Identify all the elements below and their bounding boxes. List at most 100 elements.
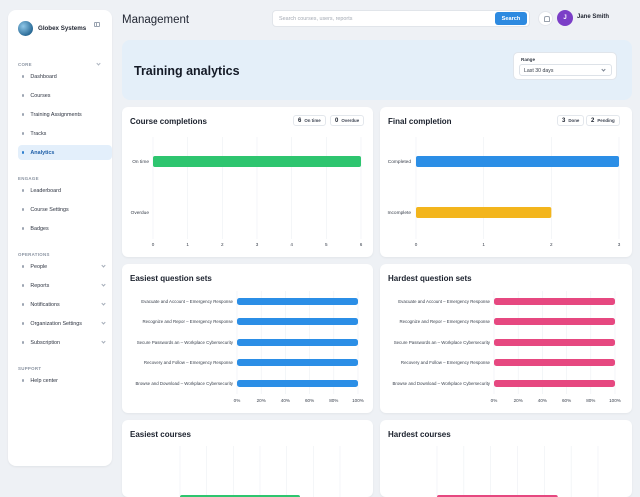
badge-label: Done [568,118,580,123]
badge-value: 3 [562,117,566,124]
sidebar-item-tracks[interactable]: Tracks [18,126,112,141]
x-tick-label: 0 [415,242,418,247]
badge-label: Overdue [341,118,360,123]
range-control: Range Last 30 days [513,52,617,80]
bullet-icon [22,265,25,268]
bullet-icon [22,303,25,306]
badge-done: 3 Done [557,115,585,126]
x-tick-label: 80% [586,398,595,403]
hero-title: Training analytics [134,64,240,78]
sidebar-item-label: Tracks [30,130,47,137]
sidebar-item-people[interactable]: People [18,259,112,274]
sidebar-item-label: Help center [30,377,58,384]
section-heading-support: SUPPORT [18,366,42,371]
sidebar-item-label: Subscription [30,339,61,346]
bar-incomplete [416,207,552,218]
y-category-label: Recovery and Follow – Emergency Response [144,360,234,365]
y-category-label: Recovery and Follow – Emergency Response [401,360,491,365]
x-tick-label: 1 [186,242,189,247]
sidebar-item-label: Analytics [30,149,55,156]
x-tick-label: 2 [550,242,553,247]
x-tick-label: 5 [325,242,328,247]
range-label: Range [521,57,536,62]
card-title: Hardest question sets [388,274,472,283]
bullet-icon [22,208,25,211]
bar-recovery-and-follow-emergency-response [494,359,615,366]
brand[interactable]: Globex Systems [18,21,106,36]
card-hardest-courses: Hardest courses [380,420,632,497]
badge-value: 0 [335,117,339,124]
sidebar-item-label: Badges [30,225,49,232]
bar-secure-passwords-an-workplace-cybersecurity [237,339,358,346]
card-title: Easiest courses [130,430,191,439]
bullet-icon [22,379,25,382]
bullet-icon [22,227,25,230]
card-final-completion: Final completion 3 Done 2 Pending 0 1 2 3 Co… [380,107,632,257]
bullet-icon [22,94,25,97]
section-heading-core: CORE [18,62,32,67]
chevron-down-icon[interactable] [96,61,101,66]
x-tick-label: 1 [482,242,485,247]
x-tick-label: 20% [257,398,266,403]
bar-secure-passwords-an-workplace-cybersecurity [494,339,615,346]
sidebar-item-training-assignments[interactable]: Training Assignments [18,107,112,122]
card-title: Easiest question sets [130,274,212,283]
hero-banner: Training analytics Range Last 30 days [122,40,632,100]
sidebar-item-leaderboard[interactable]: Leaderboard [18,183,112,198]
easiest-courses-chart [179,446,341,497]
search-button[interactable]: Search [495,12,527,25]
range-value: Last 30 days [524,67,554,74]
badge-label: Pending [597,118,615,123]
bullet-icon [22,189,25,192]
bar-on-time [153,156,361,167]
page-title: Management [122,14,190,26]
sidebar-item-course-settings[interactable]: Course Settings [18,202,112,217]
search-bar: Search [272,10,530,27]
sidebar-item-label: People [30,263,48,270]
search-input[interactable] [279,13,489,25]
course-completions-chart: 0 1 2 3 4 5 6 On time Overdue [131,137,363,247]
range-select[interactable]: Last 30 days [519,64,612,76]
sidebar-item-label: Leaderboard [30,187,61,194]
avatar[interactable]: J [557,10,573,26]
final-completion-chart: 0 1 2 3 Completed Incomplete [388,137,621,247]
user-name[interactable]: Jane Smith [577,14,610,20]
sidebar-item-help-center[interactable]: Help center [18,373,112,388]
y-category-label: On time [132,159,149,165]
badge-label: On time [304,118,321,123]
y-category-label: Secure Passwords an – Workplace Cybersec… [394,340,491,345]
sidebar-item-label: Courses [30,92,51,99]
card-hardest-question-sets: Hardest question sets 0% 20% 40% 60% 80% 100%… [380,264,632,413]
easiest-question-sets-chart: 0% 20% 40% 60% 80% 100% Evacuate and Account –… [135,291,364,403]
x-tick-label: 40% [281,398,290,403]
y-category-label: Recognize and Repor – Emergency Response [142,319,233,324]
sidebar-item-courses[interactable]: Courses [18,88,112,103]
y-category-label: Evacuate and Account – Emergency Respons… [398,299,490,304]
bar-evacuate-and-account-emergency-response [494,298,615,305]
sidebar-item-notifications[interactable]: Notifications [18,297,112,312]
badge-pending: 2 Pending [586,115,620,126]
x-tick-label: 2 [221,242,224,247]
sidebar-item-dashboard[interactable]: Dashboard [18,69,112,84]
x-tick-label: 20% [514,398,523,403]
sidebar-item-organization-settings[interactable]: Organization Settings [18,316,112,331]
bullet-icon [22,284,25,287]
y-category-label: Completed [388,159,412,165]
y-category-label: Secure Passwords an – Workplace Cybersec… [137,340,234,345]
sidebar: Globex Systems CORE Dashboard Courses Train… [8,10,112,466]
sidebar-item-label: Organization Settings [30,320,82,327]
x-tick-label: 0% [234,398,241,403]
sidebar-item-subscription[interactable]: Subscription [18,335,112,350]
bar-browse-and-download-workplace-cybersecurity [237,380,358,387]
section-heading-operations: OPERATIONS [18,252,50,257]
sidebar-item-badges[interactable]: Badges [18,221,112,236]
sidebar-item-reports[interactable]: Reports [18,278,112,293]
sidebar-item-analytics[interactable]: Analytics [18,145,112,160]
x-tick-label: 60% [305,398,314,403]
chevron-down-icon [101,339,106,344]
hardest-courses-chart [436,446,599,497]
badge-value: 6 [298,117,302,124]
sidebar-collapse-icon[interactable] [94,22,100,27]
sidebar-item-label: Notifications [30,301,60,308]
bell-icon[interactable] [538,11,553,26]
